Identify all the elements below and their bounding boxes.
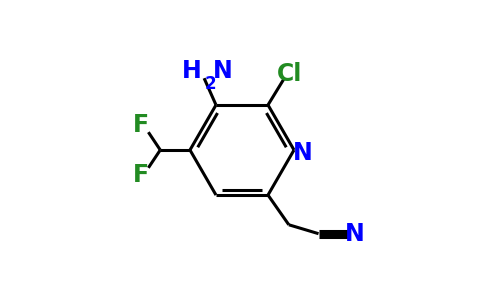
Text: N: N: [213, 59, 233, 83]
Text: H: H: [182, 59, 201, 83]
Text: F: F: [133, 113, 149, 137]
Text: N: N: [345, 222, 364, 246]
Text: Cl: Cl: [277, 62, 302, 86]
Text: 2: 2: [205, 75, 216, 93]
Text: F: F: [133, 163, 149, 187]
Text: N: N: [293, 141, 313, 165]
